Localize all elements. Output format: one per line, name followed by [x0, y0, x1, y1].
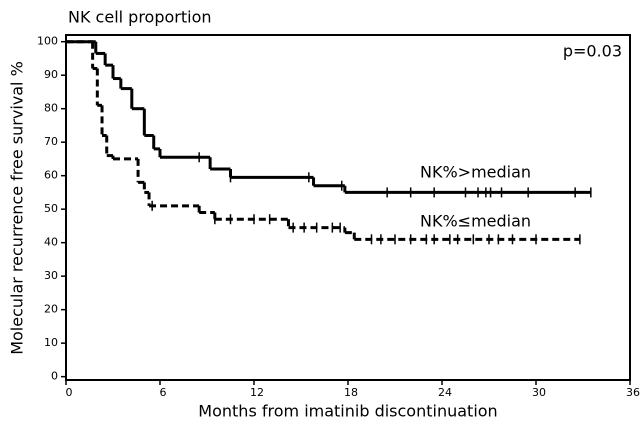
y-tick-label: 70	[44, 135, 58, 148]
x-tick-label: 12	[250, 386, 264, 399]
y-tick-label: 40	[44, 236, 58, 249]
y-axis-label: Molecular recurrence free survival %	[8, 61, 27, 355]
x-tick-label: 18	[344, 386, 358, 399]
x-tick-label: 0	[66, 386, 73, 399]
annotation: NK%≤median	[420, 212, 531, 231]
annotation: NK%>median	[420, 163, 531, 182]
y-tick-label: 20	[44, 303, 58, 316]
x-tick-label: 24	[438, 386, 452, 399]
chart-title: NK cell proportion	[68, 8, 212, 27]
x-axis-label: Months from imatinib discontinuation	[198, 402, 497, 421]
y-tick-label: 0	[51, 370, 58, 383]
x-tick-label: 6	[160, 386, 167, 399]
annotation: p=0.03	[563, 42, 622, 61]
y-tick-label: 100	[37, 35, 58, 48]
y-tick-label: 10	[44, 336, 58, 349]
plot-frame	[65, 34, 631, 381]
y-tick-label: 30	[44, 269, 58, 282]
x-tick-label: 36	[626, 386, 640, 399]
x-tick-label: 30	[532, 386, 546, 399]
y-tick-label: 50	[44, 202, 58, 215]
y-tick-label: 80	[44, 102, 58, 115]
y-tick-label: 60	[44, 169, 58, 182]
y-tick-label: 90	[44, 68, 58, 81]
